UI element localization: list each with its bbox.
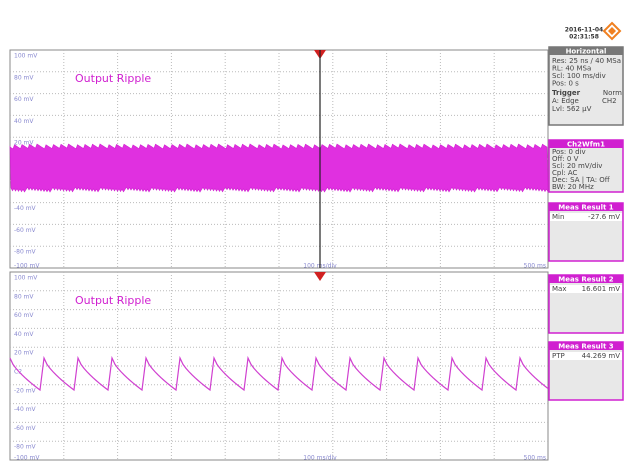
setting: Scl: 20 mV/div [552, 162, 602, 170]
panel-header [549, 342, 623, 350]
meas-row [550, 285, 622, 293]
trigger-mode: Norm [603, 89, 622, 97]
meas-value: 44.269 mV [582, 352, 621, 360]
setting: Cpl: AC [552, 169, 578, 177]
axis-label: 100 mV [14, 275, 38, 282]
axis-label: 60 mV [14, 312, 34, 319]
side-panel [548, 341, 624, 401]
setting: A: Edge [552, 97, 579, 105]
axis-label: -40 mV [14, 406, 37, 413]
setting: RL: 40 MSa [552, 65, 591, 73]
axis-label: 60 mV [14, 96, 34, 103]
axis-label: C2 [14, 369, 22, 376]
axis-label: -20 mV [14, 387, 37, 394]
axis-label: -60 mV [14, 227, 37, 234]
meas-name: Min [552, 213, 564, 221]
meas-row [550, 213, 622, 221]
meas-name: Max [552, 285, 566, 293]
waveform [9, 355, 555, 392]
axis-label: 100 mV [14, 53, 38, 60]
axis-label: 40 mV [14, 331, 34, 338]
panel-header [549, 47, 623, 55]
axis-label: 500 ms [524, 263, 546, 270]
axis-label: 500 ms [524, 455, 546, 462]
setting: BW: 20 MHz [552, 183, 594, 191]
axis-label: 80 mV [14, 74, 34, 81]
panel-header [549, 275, 623, 283]
axis-label: -100 mV [14, 263, 40, 270]
setting: Off: 0 V [552, 155, 579, 163]
panel-header-text: Horizontal [566, 48, 607, 56]
side-panel [548, 274, 624, 334]
waveform [9, 143, 549, 193]
panel-header-text: Meas Result 3 [558, 343, 614, 351]
setting: Lvl: 562 µV [552, 105, 592, 113]
meas-row [550, 352, 622, 360]
axis-label: 100 ms/div [303, 455, 337, 462]
meas-value: 16.601 mV [582, 285, 621, 293]
panel-title: Output Ripple [75, 72, 151, 85]
axis-label: 40 mV [14, 118, 34, 125]
axis-label: -60 mV [14, 425, 37, 432]
axis-label: -80 mV [14, 444, 37, 451]
section-title: Trigger [552, 89, 581, 97]
setting: Pos: 0 div [552, 148, 586, 156]
logo [602, 21, 622, 41]
date: 2016-11-04 [565, 27, 603, 34]
axis-label: -40 mV [14, 205, 37, 212]
trigger-source: CH2 [602, 97, 617, 105]
panel-header-text: Ch2Wfm1 [567, 141, 605, 149]
time: 02:31:58 [569, 34, 599, 41]
panel-header [549, 203, 623, 211]
setting: Res: 25 ns / 40 MSa [552, 57, 621, 65]
axis-label: 20 mV [14, 350, 34, 357]
side-panel [548, 202, 624, 262]
axis-label: -80 mV [14, 249, 37, 256]
trigger-marker [314, 272, 326, 281]
panel-header-text: Meas Result 1 [558, 204, 614, 212]
setting: Pos: 0 s [552, 80, 579, 88]
panel-header [549, 140, 623, 148]
setting: Dec: SA | TA: Off [552, 176, 610, 184]
panel-title: Output Ripple [75, 294, 151, 307]
meas-value: -27.6 mV [588, 213, 620, 221]
meas-name: PTP [552, 352, 565, 360]
axis-label: 80 mV [14, 293, 34, 300]
axis-label: 20 mV [14, 140, 34, 147]
panel-header-text: Meas Result 2 [558, 276, 614, 284]
side-panel [548, 139, 624, 193]
setting: Scl: 100 ms/div [552, 72, 606, 80]
axis-label: -100 mV [14, 455, 40, 462]
